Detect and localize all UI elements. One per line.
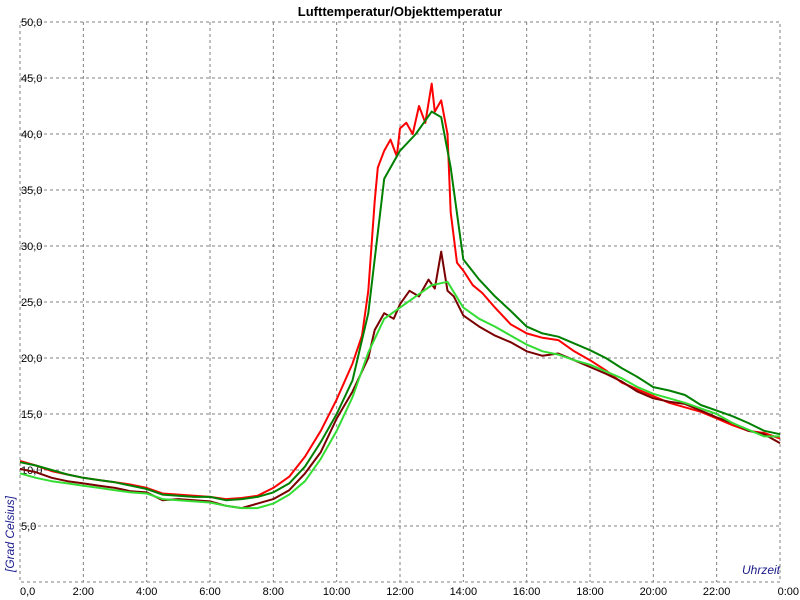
x-tick-label: 8:00 — [263, 586, 284, 598]
x-tick-label: 20:00 — [640, 586, 668, 598]
y-axis-label: [Grad Celsius] — [3, 495, 17, 573]
y-tick-label: 30,0 — [21, 241, 42, 253]
x-tick-label: 18:00 — [576, 586, 604, 598]
x-tick-label: 6:00 — [199, 586, 220, 598]
tick-labels: 5,010,015,020,025,030,035,040,045,050,00… — [20, 17, 799, 598]
series-line-2 — [19, 250, 781, 510]
x-axis-label: Uhrzeit — [742, 563, 781, 577]
grid-lines — [19, 21, 781, 583]
x-tick-label: 0,0 — [20, 586, 35, 598]
y-tick-label: 50,0 — [21, 17, 42, 29]
x-tick-label: 10:00 — [323, 586, 351, 598]
y-tick-label: 5,0 — [21, 521, 36, 533]
series-line-3 — [19, 110, 781, 502]
y-tick-label: 15,0 — [21, 409, 42, 421]
x-tick-label: 4:00 — [136, 586, 157, 598]
y-tick-label: 20,0 — [21, 353, 42, 365]
series-line-4 — [19, 280, 780, 510]
y-tick-label: 25,0 — [21, 297, 42, 309]
x-tick-label: 22:00 — [703, 586, 731, 598]
y-tick-label: 40,0 — [21, 129, 42, 141]
y-tick-label: 35,0 — [21, 185, 42, 197]
x-tick-label: 16:00 — [513, 586, 541, 598]
x-tick-label: 12:00 — [386, 586, 414, 598]
series-lines — [19, 82, 781, 510]
x-tick-label: 0:00 — [778, 586, 799, 598]
y-tick-label: 45,0 — [21, 73, 42, 85]
chart-title: Lufttemperatur/Objekttemperatur — [298, 4, 502, 19]
x-tick-label: 14:00 — [450, 586, 478, 598]
x-tick-label: 2:00 — [73, 586, 94, 598]
